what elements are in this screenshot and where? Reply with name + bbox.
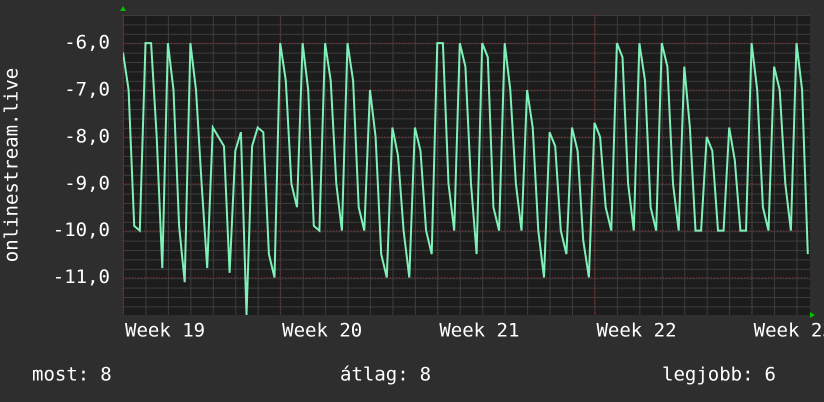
y-tick-label: -10,0 xyxy=(53,219,110,241)
x-tick-label: Week 20 xyxy=(282,320,362,342)
stat-value: 8 xyxy=(420,364,431,386)
stat-label: most: xyxy=(32,364,89,386)
y-axis-label: onlinestream.live xyxy=(1,68,23,262)
y-tick-label: -11,0 xyxy=(53,266,110,288)
x-tick-label: Week 19 xyxy=(125,320,205,342)
y-tick-label: -9,0 xyxy=(64,172,110,194)
y-tick-label: -8,0 xyxy=(64,125,110,147)
x-tick-label: Week 21 xyxy=(439,320,519,342)
x-tick-label: Week 23 xyxy=(754,320,824,342)
y-axis-arrow xyxy=(120,6,126,11)
stat-value: 6 xyxy=(765,364,776,386)
x-axis-arrow xyxy=(810,312,815,318)
minor-grid xyxy=(123,15,810,315)
y-tick-label: -7,0 xyxy=(64,79,110,101)
stat-label: legjobb: xyxy=(662,364,754,386)
stat-label: átlag: xyxy=(340,364,409,386)
x-tick-label: Week 22 xyxy=(596,320,676,342)
stat-value: 8 xyxy=(100,364,111,386)
y-tick-label: -6,0 xyxy=(64,32,110,54)
data-line xyxy=(123,42,809,315)
